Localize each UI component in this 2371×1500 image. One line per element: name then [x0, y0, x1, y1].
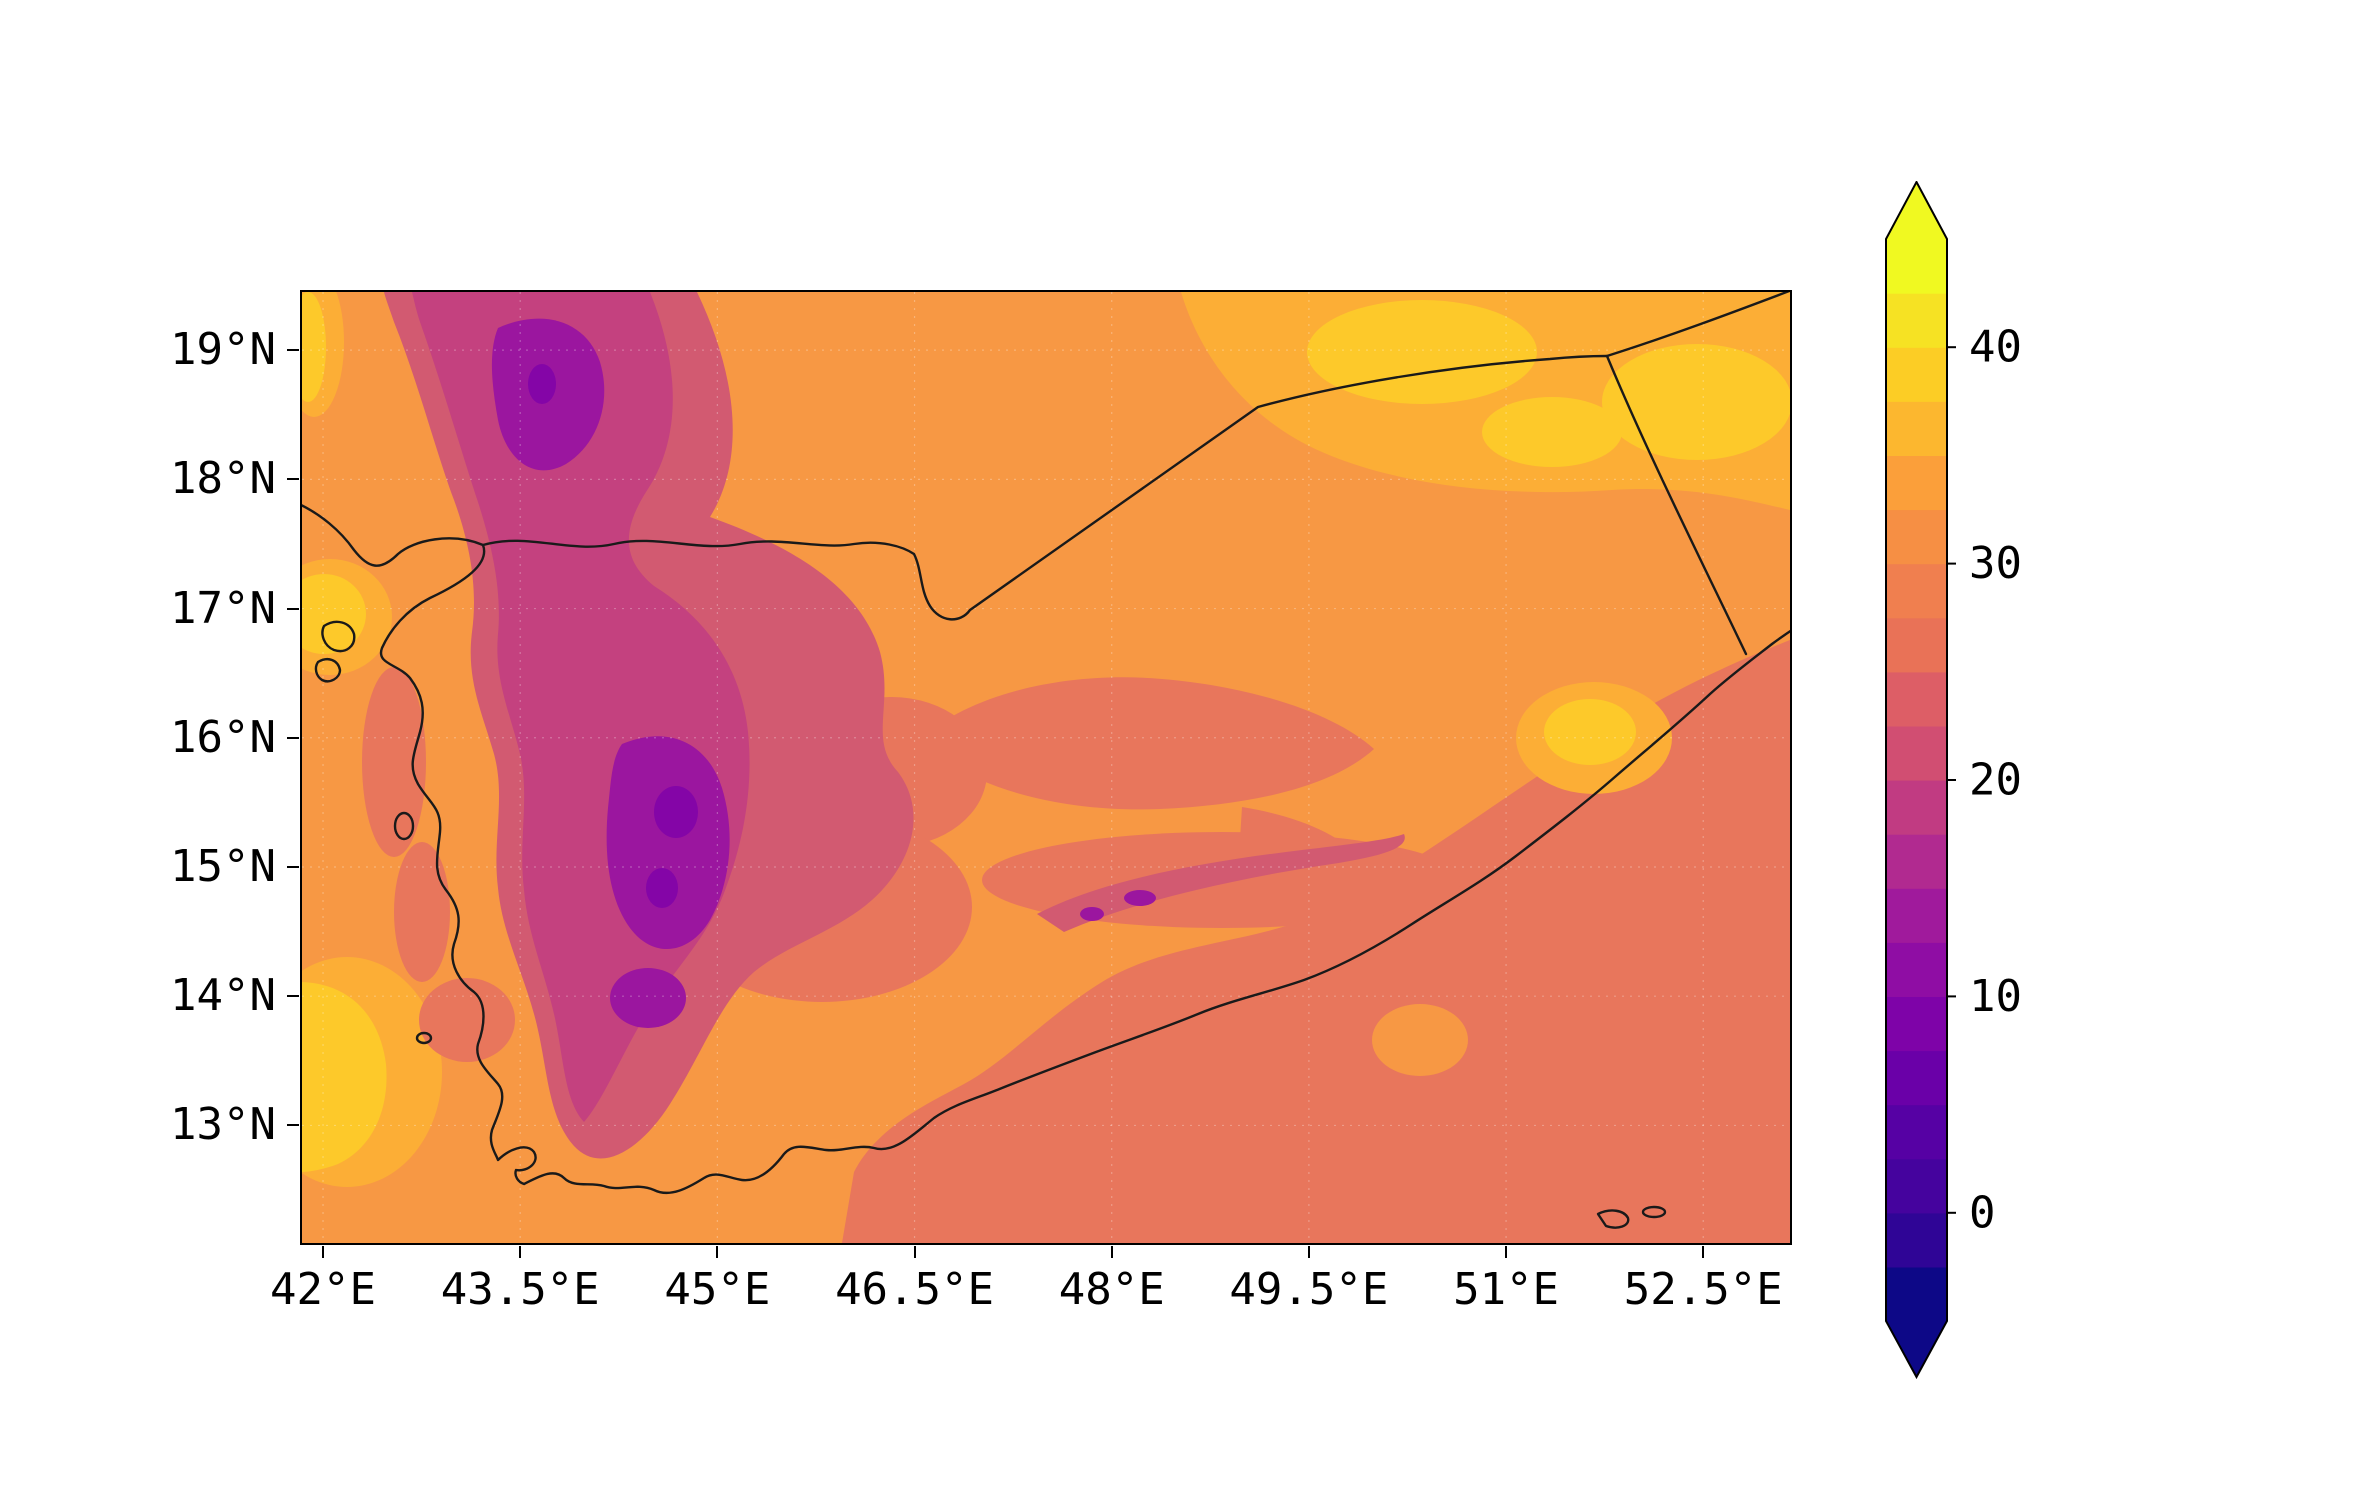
red-sea-hot-south	[302, 982, 387, 1172]
y-axis-tick-label: 18°N	[170, 453, 276, 505]
colorbar-band	[1886, 1212, 1947, 1268]
saudi-yemen-border	[481, 354, 1609, 621]
colorbar-band	[1886, 996, 1947, 1052]
hot-spot-north-2	[1602, 344, 1790, 460]
x-axis-tick-label: 48°E	[1058, 1264, 1165, 1315]
x-axis-tick	[1702, 1246, 1705, 1258]
x-axis-tick-label: 51°E	[1453, 1264, 1560, 1315]
arabian-sea-warm-region	[842, 640, 1790, 1243]
cold-core-1	[654, 786, 698, 838]
x-axis-tick-label: 46.5°E	[835, 1264, 995, 1315]
highlands-purple-south	[610, 968, 686, 1028]
pink-streak-cool-spot-1	[1124, 890, 1156, 906]
y-axis-tick	[287, 736, 299, 739]
colorbar-band	[1886, 563, 1947, 619]
colorbar-tick-label: 40	[1969, 322, 2022, 373]
hot-spot-north-3	[1482, 397, 1622, 467]
cold-core-3	[528, 364, 556, 404]
colorbar-tick-label: 0	[1969, 1187, 1996, 1238]
colorbar-extend-max	[1886, 182, 1947, 239]
y-axis-tick-label: 19°N	[170, 324, 276, 376]
y-axis-tick	[287, 349, 299, 352]
island-kamaran	[393, 811, 415, 841]
red-sea-hot-mid	[302, 574, 366, 654]
colorbar-band	[1886, 1266, 1947, 1322]
sea-warm-blob	[1372, 1004, 1468, 1076]
y-axis-tick-label: 15°N	[170, 840, 276, 892]
colorbar-extend-min	[1886, 1321, 1947, 1377]
y-axis-tick-label: 16°N	[170, 711, 276, 763]
x-axis-tick	[519, 1246, 522, 1258]
colorbar-band	[1886, 239, 1947, 294]
colorbar-band	[1886, 509, 1947, 565]
tihama-salmon-patch	[419, 978, 515, 1062]
island-hanish	[415, 1031, 433, 1045]
y-axis-tick	[287, 865, 299, 868]
colorbar-band	[1886, 293, 1947, 348]
colorbar-tick-label: 20	[1969, 755, 2022, 806]
island-farasan-1	[321, 620, 356, 653]
colorbar-band	[1886, 780, 1947, 835]
island-farasan-2	[314, 658, 342, 683]
x-axis-tick	[913, 1246, 916, 1258]
y-axis-tick	[287, 607, 299, 610]
x-axis-tick	[1505, 1246, 1508, 1258]
colorbar-band	[1886, 617, 1947, 673]
pink-streak-cool-spot-2	[1080, 907, 1104, 921]
colorbar-band	[1886, 671, 1947, 727]
x-axis-tick-label: 52.5°E	[1623, 1264, 1783, 1315]
highlands-purple-main	[606, 736, 730, 950]
colorbar-band	[1886, 888, 1947, 943]
colorbar: 0 10 20 30 40	[1885, 181, 2022, 1380]
x-axis-tick	[1110, 1246, 1113, 1258]
colorbar-outline	[1885, 181, 1948, 1380]
colorbar-band	[1886, 1158, 1947, 1214]
map-plot-area	[300, 290, 1792, 1245]
cold-core-2	[646, 868, 678, 908]
plateau-warm-band	[920, 677, 1374, 810]
colorbar-band	[1886, 1104, 1947, 1160]
coastline	[302, 504, 1790, 1195]
colorbar-tick-label: 30	[1969, 538, 2022, 589]
y-axis-tick-label: 14°N	[170, 970, 276, 1022]
colorbar-band	[1886, 347, 1947, 402]
x-axis-tick-label: 49.5°E	[1229, 1264, 1389, 1315]
colorbar-band	[1886, 1050, 1947, 1106]
colorbar-band	[1886, 834, 1947, 889]
x-axis-tick	[322, 1246, 325, 1258]
y-axis-tick	[287, 1124, 299, 1127]
red-sea-hot-top	[302, 292, 326, 402]
hot-spot-north-1	[1307, 300, 1537, 404]
colorbar-band	[1886, 401, 1947, 456]
graticule	[302, 292, 1790, 1243]
x-axis-tick-label: 42°E	[270, 1264, 377, 1315]
x-axis-tick	[1307, 1246, 1310, 1258]
oman-yemen-border	[1605, 354, 1748, 656]
coastal-salmon-strip-2	[394, 842, 450, 982]
y-axis-tick	[287, 995, 299, 998]
x-axis-tick-label: 43.5°E	[440, 1264, 600, 1315]
y-axis-tick-label: 13°N	[170, 1099, 276, 1151]
colorbar-tick-label: 10	[1969, 971, 2022, 1022]
islet-southeast-1	[1596, 1209, 1630, 1229]
colorbar-band	[1886, 725, 1947, 781]
colorbar-band	[1886, 455, 1947, 511]
colorbar-band	[1886, 942, 1947, 997]
map-lines	[302, 292, 1790, 1229]
temperature-map	[302, 292, 1790, 1243]
x-axis-tick-label: 45°E	[664, 1264, 771, 1315]
coastal-salmon-strip-1	[362, 667, 426, 857]
islet-southeast-2	[1641, 1205, 1667, 1219]
saudi-oman-border	[1605, 292, 1790, 358]
y-axis-tick-label: 17°N	[170, 582, 276, 634]
east-coast-hot-patch	[1544, 699, 1636, 765]
hadhramaut-pink-streak	[1037, 834, 1405, 932]
x-axis-tick	[716, 1246, 719, 1258]
y-axis-tick	[287, 478, 299, 481]
